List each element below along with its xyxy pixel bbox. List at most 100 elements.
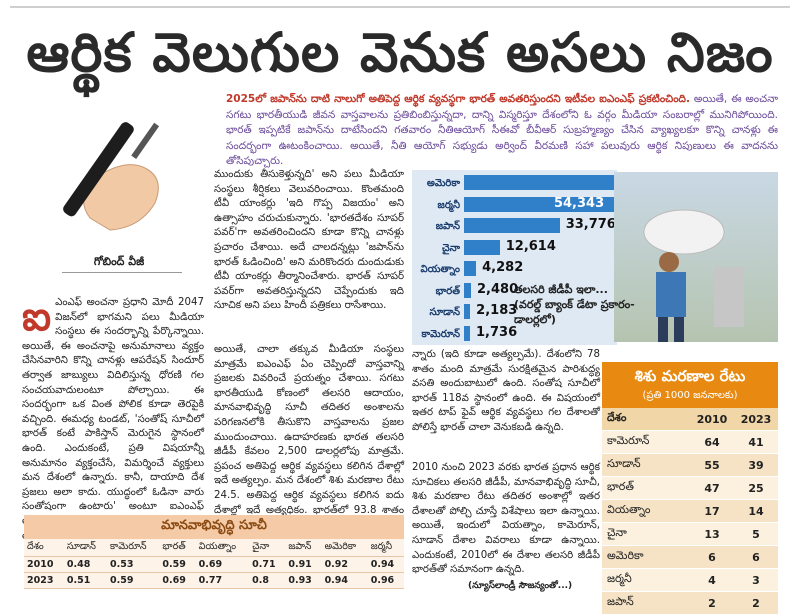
hdi-cell: 0.96: [367, 572, 404, 589]
gdp-bar: [464, 239, 500, 255]
imr-cell: వియత్నాం: [602, 499, 690, 523]
gdp-bar-value: 12,614: [505, 238, 556, 254]
imr-cell: 47: [690, 476, 734, 500]
hdi-cell: 0.53: [107, 556, 160, 573]
imr-cell: అమెరికా: [602, 545, 690, 569]
hdi-cell: 0.71: [249, 556, 286, 573]
intro-body: అయితే, ఈ అంచనా సగటు భారతీయుడి జీవన వాస్త…: [226, 93, 779, 167]
imr-cell: జపాన్: [602, 591, 690, 615]
gdp-bar-value: 2,480: [477, 281, 519, 297]
gdp-chart-subtitle: (వరల్డ్ బ్యాంక్ డేటా ప్రకారం- డాలర్లలో): [514, 298, 635, 326]
gdp-bar-label: జపాన్: [435, 221, 460, 232]
gdp-bar-label: కామెరూన్: [421, 328, 460, 340]
intro-paragraph: 2025లో జపాన్‌ను దాటి నాలుగో అతిపెద్ద ఆర్…: [226, 92, 778, 170]
mid-column-p1: ముందుకు తీసుకెళ్తున్నది' అని పలు మీడియా …: [214, 169, 404, 312]
right-column-p2: 2010 నుంచి 2023 వరకు భారత ప్రధాన ఆర్థిక …: [412, 462, 600, 576]
imr-cell: 13: [690, 522, 734, 546]
imr-cell: 55: [690, 453, 734, 477]
hdi-cell: 0.8: [249, 572, 286, 589]
imr-cell: 2: [690, 591, 734, 615]
right-column-p1: న్నారు (ఇది కూడా అత్యల్పమే). దేశంలోని 78…: [412, 349, 600, 433]
imr-row: అమెరికా 6 6: [602, 545, 778, 569]
hdi-cell: 0.92: [321, 556, 368, 573]
hdi-cell: 2010: [24, 556, 64, 573]
pen-hand-illustration: [63, 122, 160, 231]
hdi-cell: 0.59: [159, 556, 196, 573]
gdp-bar-label: జర్మనీ: [437, 199, 460, 211]
top-rule: [10, 6, 790, 8]
gdp-bar: [464, 304, 471, 319]
imr-cell: చైనా: [602, 522, 690, 546]
imr-subtitle: (ప్రతి 1000 జననాలకు): [602, 389, 778, 408]
imr-cell: 5: [734, 522, 778, 546]
hdi-title: మానవాభివృద్ధి సూచీ: [24, 515, 404, 539]
imr-table: దేశం 2010 2023 కామెరూన్ 64 41 సూడాన్ 55 39 భారత్ 4…: [602, 408, 778, 615]
imr-row: వియత్నాం 17 14: [602, 499, 778, 523]
gdp-bar-label: భారత్: [435, 285, 460, 297]
imr-row: సూడాన్ 55 39: [602, 453, 778, 477]
hdi-cell: కామెరూన్: [107, 539, 160, 557]
imr-cell: 2010: [690, 408, 734, 431]
imr-cell: భారత్: [602, 476, 690, 500]
imr-row: భారత్ 47 25: [602, 476, 778, 500]
imr-row: చైనా 13 5: [602, 522, 778, 546]
imr-row: జర్మనీ 4 3: [602, 568, 778, 592]
gdp-bar: [464, 261, 477, 276]
hdi-cell: 0.94: [367, 556, 404, 573]
mid-column-p2: అయితే, చాలా తక్కువ మీడియా సంస్థలు మాత్రమ…: [214, 344, 404, 545]
imr-cell: 14: [734, 499, 778, 523]
dropcap: ఐ: [22, 294, 52, 340]
hdi-cell: 0.69: [159, 572, 196, 589]
gdp-bar-value: 33,776: [565, 217, 616, 232]
left-column: ఐ ఎంఎఫ్ అంచనా ప్రధాని మోదీ 2047 విజన్‌లో…: [22, 296, 204, 544]
hdi-cell: అమెరికా: [321, 539, 368, 557]
imr-cell: కామెరూన్: [602, 430, 690, 454]
hdi-cell: 0.69: [195, 556, 250, 573]
infant-mortality-box: శిశు మరణాల రేటు (ప్రతి 1000 జననాలకు) దేశ…: [602, 362, 778, 615]
hdi-cell: వియత్నాం: [195, 539, 250, 557]
gdp-caption: తలసరి జీడీపీ ఇలా... (వరల్డ్ బ్యాంక్ డేటా…: [514, 282, 644, 327]
intro-lead: 2025లో జపాన్‌ను దాటి నాలుగో అతిపెద్ద ఆర్…: [226, 93, 690, 105]
credit-line: (న్యూస్‌లాండ్రీ సౌజన్యంతో...): [468, 581, 573, 591]
hdi-cell: 0.48: [63, 556, 107, 573]
hdi-cell: జపాన్: [285, 539, 322, 557]
hdi-cell: భారత్: [159, 539, 196, 557]
imr-cell: 3: [734, 568, 778, 592]
hdi-cell: దేశం: [24, 539, 64, 557]
author-caption: గోబింద్ వీజీ: [93, 255, 145, 268]
gdp-bar-label: చైనా: [442, 242, 460, 254]
gdp-bar-label: వియత్నాం: [420, 264, 460, 275]
imr-cell: 41: [734, 430, 778, 454]
imr-cell: 64: [690, 430, 734, 454]
headline: ఆర్థిక వెలుగుల వెనుక అసలు నిజం: [26, 21, 774, 84]
imr-header-row: దేశం 2010 2023: [602, 408, 778, 431]
hdi-header-row: దేశం సూడాన్ కామెరూన్ భారత్ వియత్నాం చైనా జపాన్…: [24, 539, 404, 557]
hdi-cell: 0.51: [63, 572, 107, 589]
hdi-row: 2023 0.51 0.59 0.69 0.77 0.8 0.93 0.94 0.96: [24, 572, 404, 589]
imr-cell: సూడాన్: [602, 453, 690, 477]
imr-row: కామెరూన్ 64 41: [602, 430, 778, 454]
imr-cell: 4: [690, 568, 734, 592]
news-photo: [614, 172, 778, 342]
hdi-table: దేశం సూడాన్ కామెరూన్ భారత్ వియత్నాం చైనా జపాన్…: [24, 539, 404, 589]
hdi-cell: 2023: [24, 572, 64, 589]
gdp-bar-label: సూడాన్: [429, 307, 460, 318]
imr-row: జపాన్ 2 2: [602, 591, 778, 615]
hdi-cell: జర్మనీ: [367, 539, 404, 557]
gdp-chart-title: తలసరి జీడీపీ ఇలా...: [514, 283, 608, 296]
imr-cell: దేశం: [602, 408, 690, 431]
gdp-bar-value: 54,343: [553, 195, 605, 211]
imr-cell: 6: [734, 545, 778, 569]
hdi-row: 2010 0.48 0.53 0.59 0.69 0.71 0.91 0.92 0.94: [24, 556, 404, 573]
imr-cell: జర్మనీ: [602, 568, 690, 592]
hdi-cell: 0.93: [285, 572, 322, 589]
gdp-bar: [464, 218, 560, 233]
gdp-bar-value: 2,183: [476, 303, 518, 318]
imr-cell: 17: [690, 499, 734, 523]
gdp-bar: [464, 196, 618, 212]
imr-cell: 2023: [734, 408, 778, 431]
hdi-cell: చైనా: [249, 539, 286, 557]
gdp-bar-label: అమెరికా: [426, 178, 460, 189]
hdi-cell: 0.94: [321, 572, 368, 589]
gdp-bar: [464, 282, 472, 298]
